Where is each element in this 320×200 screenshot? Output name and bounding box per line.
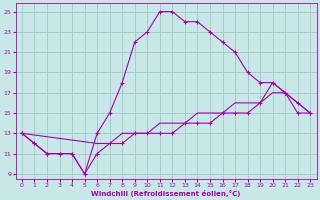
X-axis label: Windchill (Refroidissement éolien,°C): Windchill (Refroidissement éolien,°C) [92,190,241,197]
